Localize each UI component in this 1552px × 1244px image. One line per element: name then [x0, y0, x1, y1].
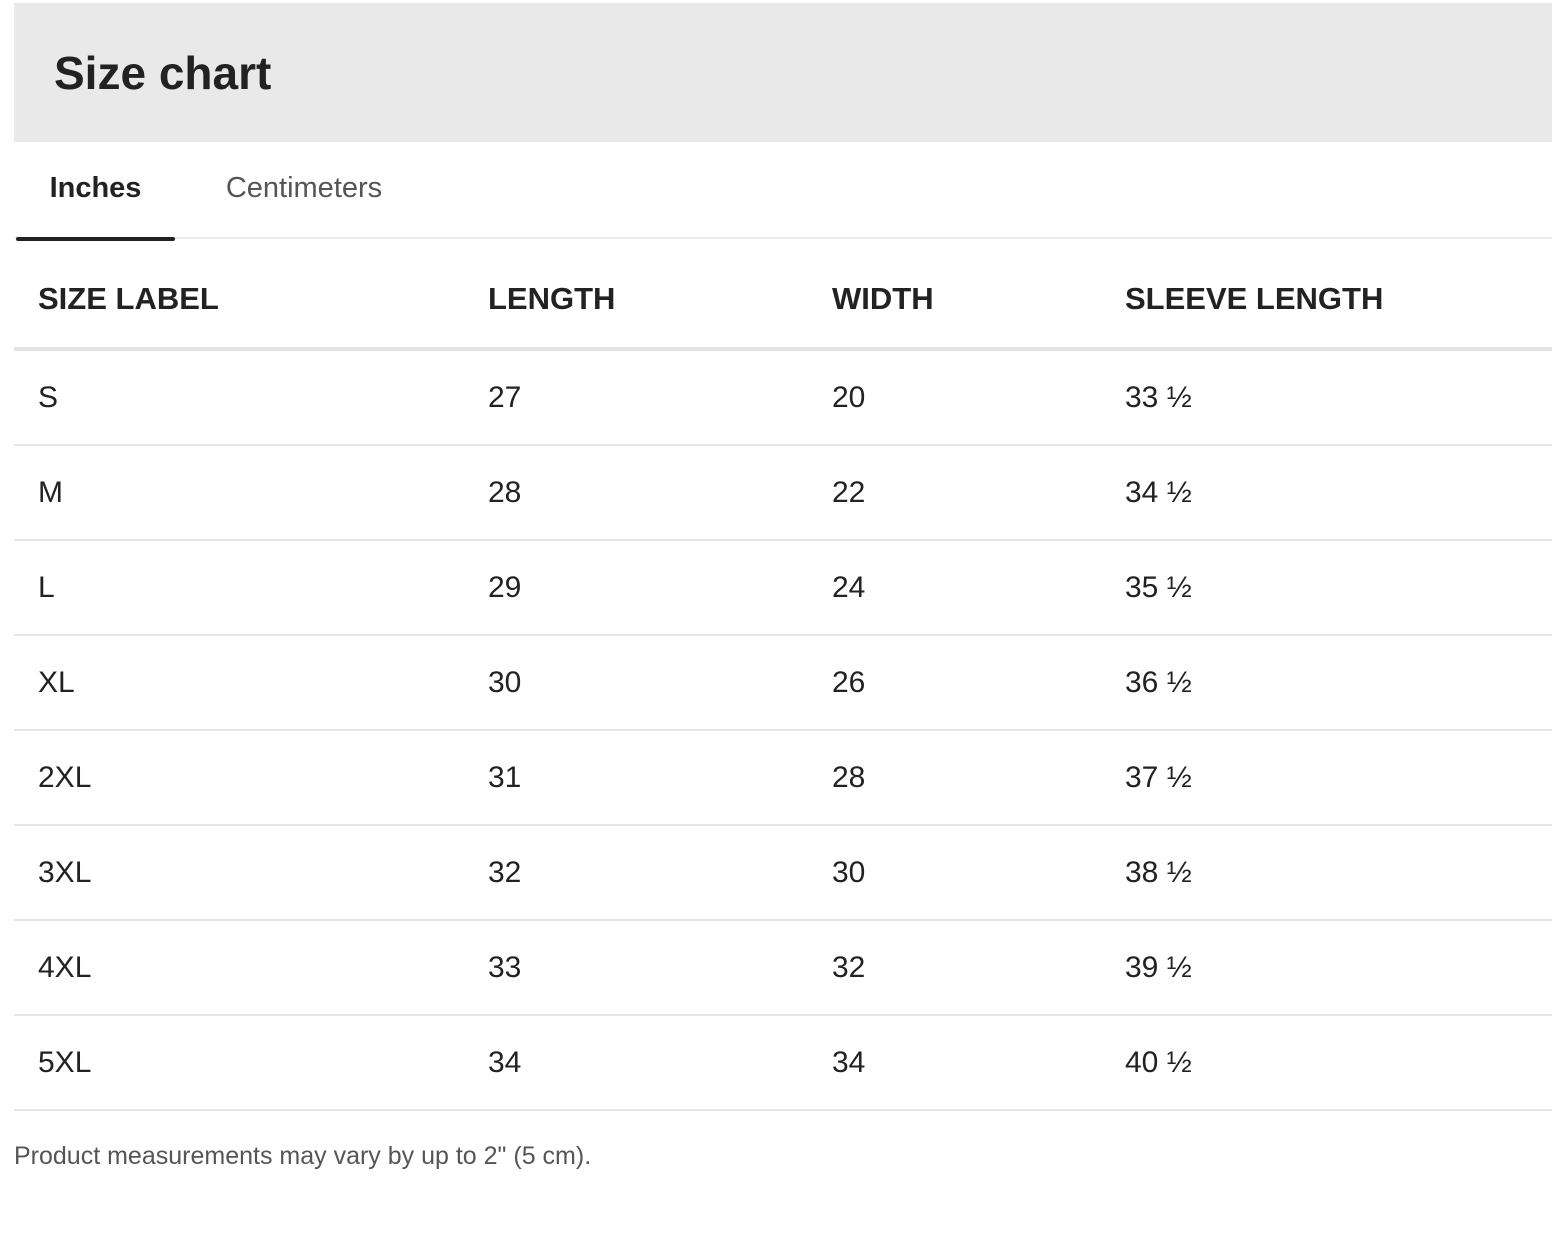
cell-width: 26: [832, 635, 1125, 731]
cell-width: 34: [832, 1015, 1125, 1111]
cell-size-label: 4XL: [14, 920, 488, 1016]
cell-sleeve-length: 36 ½: [1125, 635, 1552, 731]
page-title: Size chart: [54, 47, 272, 99]
cell-width: 22: [832, 445, 1125, 541]
cell-length: 29: [488, 540, 832, 636]
column-header-width: WIDTH: [832, 250, 1125, 351]
unit-tabs: Inches Centimeters: [14, 142, 1552, 241]
cell-width: 24: [832, 540, 1125, 636]
table-row: L 29 24 35 ½: [14, 540, 1552, 636]
cell-sleeve-length: 40 ½: [1125, 1015, 1552, 1111]
cell-width: 30: [832, 825, 1125, 921]
cell-length: 28: [488, 445, 832, 541]
table-row: 2XL 31 28 37 ½: [14, 730, 1552, 826]
size-chart-header: Size chart: [14, 3, 1552, 142]
cell-sleeve-length: 33 ½: [1125, 349, 1552, 446]
cell-sleeve-length: 35 ½: [1125, 540, 1552, 636]
tab-inches[interactable]: Inches: [16, 142, 175, 241]
tab-centimeters[interactable]: Centimeters: [225, 172, 383, 204]
cell-sleeve-length: 34 ½: [1125, 445, 1552, 541]
table-row: M 28 22 34 ½: [14, 445, 1552, 541]
cell-length: 33: [488, 920, 832, 1016]
cell-size-label: M: [14, 445, 488, 541]
cell-size-label: 2XL: [14, 730, 488, 826]
cell-size-label: S: [14, 349, 488, 446]
table-row: S 27 20 33 ½: [14, 349, 1552, 446]
size-table: SIZE LABEL LENGTH WIDTH SLEEVE LENGTH S …: [14, 250, 1552, 1111]
column-header-sleeve-length: SLEEVE LENGTH: [1125, 250, 1552, 351]
cell-length: 30: [488, 635, 832, 731]
cell-length: 31: [488, 730, 832, 826]
cell-length: 34: [488, 1015, 832, 1111]
table-row: 3XL 32 30 38 ½: [14, 825, 1552, 921]
cell-size-label: XL: [14, 635, 488, 731]
column-header-length: LENGTH: [488, 250, 832, 351]
cell-length: 32: [488, 825, 832, 921]
cell-width: 20: [832, 349, 1125, 446]
cell-sleeve-length: 37 ½: [1125, 730, 1552, 826]
cell-width: 32: [832, 920, 1125, 1016]
table-header-row: SIZE LABEL LENGTH WIDTH SLEEVE LENGTH: [14, 250, 1552, 351]
measurement-disclaimer: Product measurements may vary by up to 2…: [14, 1142, 592, 1170]
cell-length: 27: [488, 349, 832, 446]
table-row: XL 30 26 36 ½: [14, 635, 1552, 731]
cell-size-label: L: [14, 540, 488, 636]
cell-sleeve-length: 39 ½: [1125, 920, 1552, 1016]
cell-size-label: 3XL: [14, 825, 488, 921]
cell-size-label: 5XL: [14, 1015, 488, 1111]
table-row: 4XL 33 32 39 ½: [14, 920, 1552, 1016]
cell-sleeve-length: 38 ½: [1125, 825, 1552, 921]
cell-width: 28: [832, 730, 1125, 826]
table-row: 5XL 34 34 40 ½: [14, 1015, 1552, 1111]
column-header-size-label: SIZE LABEL: [14, 250, 488, 351]
